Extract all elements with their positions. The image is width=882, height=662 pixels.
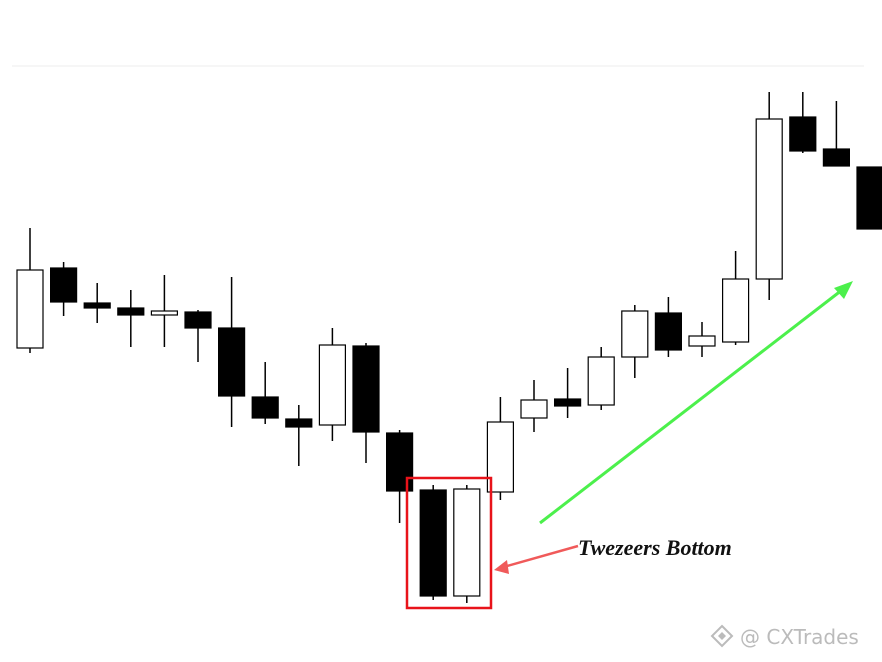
candle-body bbox=[218, 327, 246, 397]
candle-body bbox=[520, 399, 548, 419]
candle-body bbox=[654, 312, 683, 351]
candle-body bbox=[184, 311, 212, 329]
candle-body bbox=[49, 267, 78, 303]
candle-body bbox=[16, 269, 44, 349]
trend-arrow-head bbox=[834, 281, 853, 299]
candle-body bbox=[856, 166, 882, 230]
candle-body bbox=[251, 396, 279, 419]
candle-body bbox=[822, 148, 851, 167]
candle-body bbox=[553, 398, 582, 407]
candle-body bbox=[386, 432, 414, 492]
candle-body bbox=[318, 344, 346, 426]
candle-body bbox=[285, 418, 313, 428]
candle-body bbox=[150, 310, 178, 316]
candle-body bbox=[721, 278, 750, 343]
pointer-line bbox=[499, 544, 579, 570]
candle-body bbox=[789, 116, 817, 152]
candle-body bbox=[621, 310, 649, 358]
pointer-head bbox=[494, 560, 509, 574]
candle-body bbox=[419, 489, 447, 597]
candle-body bbox=[688, 335, 716, 347]
trend-arrow bbox=[539, 288, 843, 525]
candle-body bbox=[587, 356, 615, 406]
candles bbox=[16, 92, 882, 603]
watermark-icon bbox=[710, 624, 734, 648]
candle-body bbox=[117, 307, 145, 316]
candle-body bbox=[755, 118, 783, 280]
highlight-box bbox=[405, 476, 493, 610]
candle-body bbox=[83, 302, 111, 309]
watermark: @ CXTrades bbox=[740, 625, 859, 649]
candle-body bbox=[453, 488, 481, 597]
annotation: Twezeers Bottom bbox=[578, 535, 732, 560]
candle-body bbox=[352, 345, 380, 433]
